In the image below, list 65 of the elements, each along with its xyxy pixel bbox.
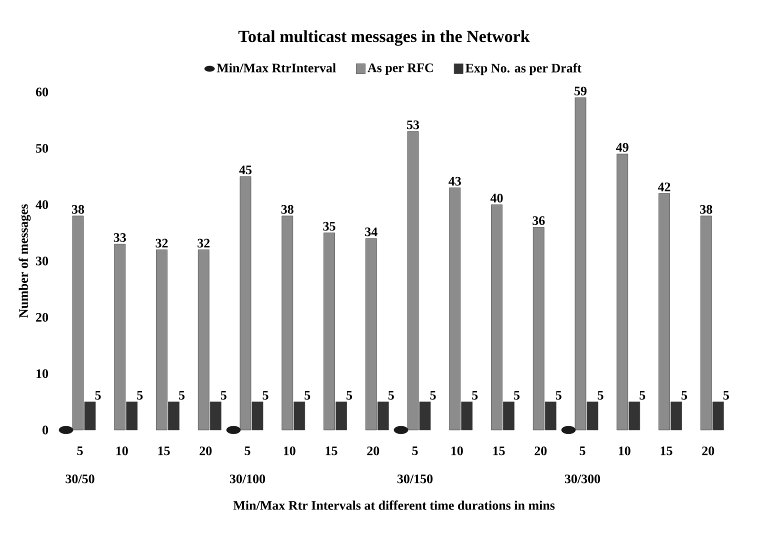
y-tick-label: 30 bbox=[36, 256, 48, 266]
x-tick-label: 5 bbox=[412, 446, 418, 456]
data-label: 38 bbox=[281, 204, 294, 214]
data-label: 5 bbox=[95, 390, 101, 400]
data-label: 5 bbox=[514, 390, 520, 400]
data-label: 5 bbox=[723, 390, 729, 400]
data-label: 5 bbox=[262, 390, 268, 400]
x-tick-label: 5 bbox=[580, 446, 586, 456]
x-tick-label: 15 bbox=[660, 446, 672, 456]
legend-label: Min/Max RtrInterval bbox=[216, 63, 336, 72]
legend-label: Exp No. as per Draft bbox=[466, 63, 582, 76]
data-label: 35 bbox=[323, 222, 336, 231]
x-tick-label: 20 bbox=[534, 446, 547, 456]
data-label: 5 bbox=[388, 390, 394, 400]
text: 30/150 bbox=[397, 474, 433, 484]
data-label: 49 bbox=[616, 143, 628, 152]
data-label: 36 bbox=[532, 216, 545, 225]
x-tick-label: 20 bbox=[702, 446, 714, 456]
data-label: 5 bbox=[640, 390, 646, 400]
data-label: 5 bbox=[137, 390, 143, 400]
data-label: 5 bbox=[598, 390, 604, 400]
data-label: 5 bbox=[556, 390, 562, 400]
y-tick-label: 40 bbox=[36, 200, 48, 210]
y-tick-label: 20 bbox=[36, 312, 48, 322]
x-axis-title: Min/Max Rtr Intervals at different time durations in mins bbox=[233, 500, 555, 510]
x-tick-label: 10 bbox=[618, 446, 630, 456]
data-label: 59 bbox=[574, 86, 587, 96]
data-label: 32 bbox=[156, 238, 168, 248]
data-label: 38 bbox=[72, 204, 84, 214]
data-label: 5 bbox=[220, 390, 226, 400]
data-label: 5 bbox=[682, 390, 688, 400]
y-axis-title: Number of messages bbox=[18, 204, 31, 318]
data-label: 5 bbox=[179, 390, 185, 400]
data-label: 42 bbox=[658, 182, 670, 192]
x-tick-label: 10 bbox=[451, 446, 463, 456]
data-label: 5 bbox=[430, 390, 436, 400]
y-tick-label: 0 bbox=[42, 426, 48, 434]
legend-label: As per RFC bbox=[368, 63, 433, 75]
data-label: 45 bbox=[239, 166, 252, 174]
data-label: 5 bbox=[346, 390, 352, 400]
chart-title: Total multicast messages in the Network bbox=[238, 30, 530, 46]
x-tick-label: 20 bbox=[200, 446, 212, 456]
data-label: 5 bbox=[304, 390, 310, 400]
x-tick-label: 15 bbox=[493, 446, 505, 456]
data-label: 38 bbox=[700, 204, 712, 214]
data-label: 40 bbox=[490, 194, 503, 202]
x-tick-label: 15 bbox=[158, 446, 170, 456]
data-label: 53 bbox=[407, 120, 420, 130]
y-tick-label: 60 bbox=[36, 88, 48, 96]
x-tick-label: 20 bbox=[367, 446, 380, 456]
data-label: 5 bbox=[472, 390, 478, 400]
data-label: 33 bbox=[114, 233, 126, 242]
text: 30/300 bbox=[564, 474, 600, 484]
data-label: 43 bbox=[448, 176, 461, 186]
y-tick-label: 50 bbox=[36, 144, 48, 153]
data-label: 32 bbox=[198, 238, 210, 248]
y-tick-label: 10 bbox=[36, 369, 48, 378]
x-tick-label: 10 bbox=[116, 446, 128, 456]
x-tick-label: 10 bbox=[284, 446, 296, 456]
x-tick-label: 5 bbox=[77, 446, 83, 456]
text: 30/50 bbox=[66, 474, 94, 484]
text: 30/100 bbox=[230, 474, 266, 484]
x-tick-label: 5 bbox=[244, 446, 250, 456]
x-tick-label: 15 bbox=[326, 446, 338, 456]
data-label: 34 bbox=[365, 228, 378, 236]
